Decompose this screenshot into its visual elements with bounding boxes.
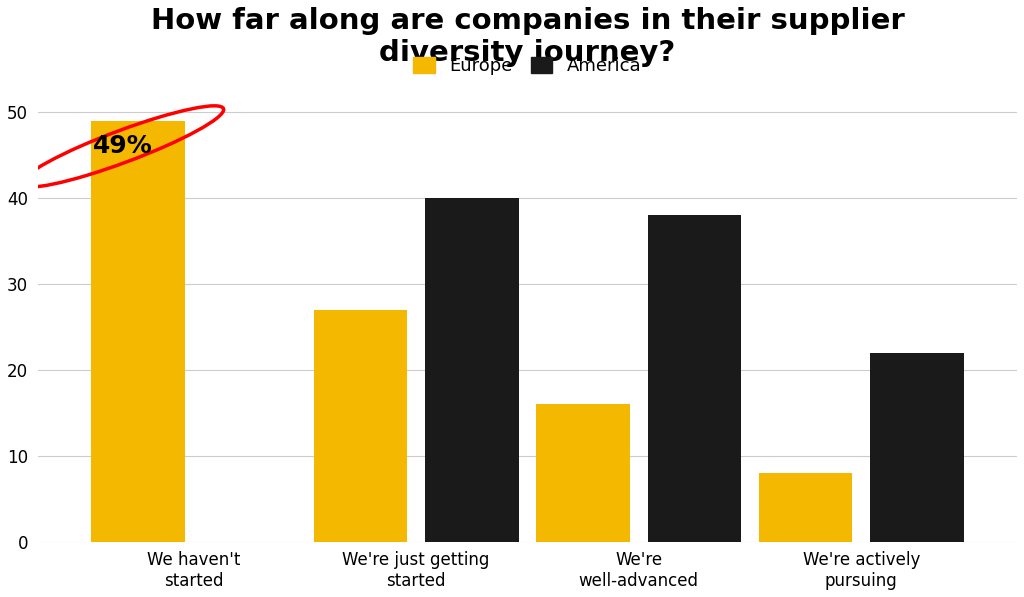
Legend: Europe, America: Europe, America xyxy=(407,50,649,82)
Bar xyxy=(313,310,408,541)
Bar xyxy=(91,121,184,541)
Bar xyxy=(647,215,741,541)
Bar xyxy=(425,198,518,541)
Bar xyxy=(759,473,852,541)
Title: How far along are companies in their supplier
diversity journey?: How far along are companies in their sup… xyxy=(151,7,904,67)
Bar xyxy=(537,404,630,541)
Bar xyxy=(870,353,964,541)
Text: 49%: 49% xyxy=(92,134,153,158)
